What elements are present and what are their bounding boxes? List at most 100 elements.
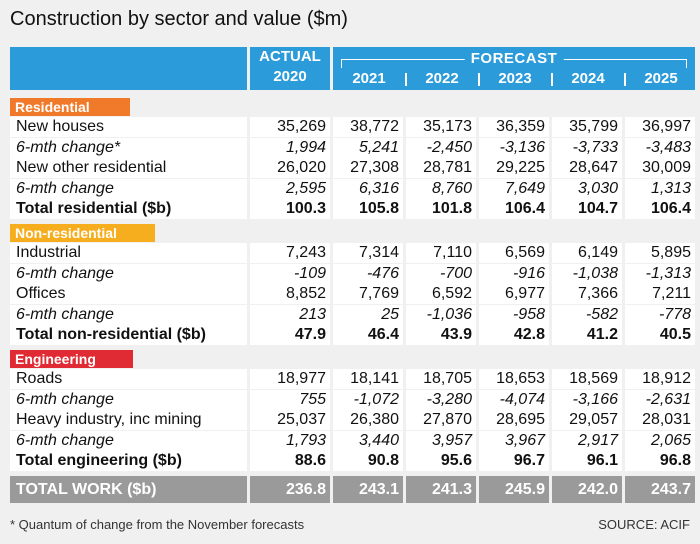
row-label-background bbox=[10, 284, 247, 304]
table-cell: 5,895 bbox=[625, 243, 695, 263]
row-label: Total non-residential ($b) bbox=[16, 326, 206, 343]
table-cell: 8,760 bbox=[406, 178, 476, 199]
table-cell: -916 bbox=[479, 263, 549, 284]
year-separator bbox=[478, 73, 480, 86]
table-cell: 213 bbox=[250, 304, 330, 325]
table-cell: 1,994 bbox=[250, 137, 330, 158]
source-note: SOURCE: ACIF bbox=[598, 517, 690, 532]
table-cell: 25,037 bbox=[250, 410, 330, 430]
total-cell: 245.9 bbox=[479, 476, 549, 503]
table-cell: 30,009 bbox=[625, 158, 695, 178]
table-cell: 7,769 bbox=[333, 284, 403, 304]
table-cell: 25 bbox=[333, 304, 403, 325]
forecast-header: FORECAST 2021 2022 2023 2024 2025 bbox=[333, 47, 695, 90]
forecast-year: 2023 bbox=[498, 70, 532, 87]
table-cell: -3,280 bbox=[406, 389, 476, 410]
forecast-year: 2024 bbox=[571, 70, 605, 87]
row-label-background bbox=[10, 325, 247, 345]
table-header: ACTUAL 2020 FORECAST 2021 2022 2023 2024… bbox=[10, 47, 695, 90]
table-row: New houses 35,269 38,772 35,173 36,359 35,799… bbox=[10, 117, 695, 137]
actual-label: ACTUAL bbox=[259, 48, 321, 65]
header-label-cell bbox=[10, 47, 247, 90]
section-tag-non-residential: Non-residential bbox=[10, 224, 155, 242]
row-label-background bbox=[10, 243, 247, 263]
table-cell: 42.8 bbox=[479, 325, 549, 345]
row-label: 6-mth change bbox=[16, 305, 114, 323]
table-cell: -109 bbox=[250, 263, 330, 284]
table-row: Roads 18,977 18,141 18,705 18,653 18,569 18,91… bbox=[10, 369, 695, 389]
table-cell: 18,653 bbox=[479, 369, 549, 389]
row-label-background bbox=[10, 178, 247, 199]
table-cell: 106.4 bbox=[479, 199, 549, 219]
actual-year: 2020 bbox=[273, 68, 307, 85]
row-label-background bbox=[10, 199, 247, 219]
table-cell: -2,631 bbox=[625, 389, 695, 410]
table-cell: -4,074 bbox=[479, 389, 549, 410]
table-row: 6-mth change 2,595 6,316 8,760 7,649 3,030 1,3… bbox=[10, 178, 695, 199]
table-cell: 26,380 bbox=[333, 410, 403, 430]
table-cell: 96.7 bbox=[479, 451, 549, 471]
table-cell: -958 bbox=[479, 304, 549, 325]
row-label: 6-mth change bbox=[16, 431, 114, 449]
total-row: TOTAL WORK ($b) 236.8 243.1 241.3 245.9 242.… bbox=[10, 476, 695, 503]
table-cell: 106.4 bbox=[625, 199, 695, 219]
footnote: * Quantum of change from the November fo… bbox=[10, 517, 305, 532]
table-cell: 7,366 bbox=[552, 284, 622, 304]
table-cell: 8,852 bbox=[250, 284, 330, 304]
table-cell: 26,020 bbox=[250, 158, 330, 178]
table-cell: 35,173 bbox=[406, 117, 476, 137]
table-row: 6-mth change 1,793 3,440 3,957 3,967 2,917 2,0… bbox=[10, 430, 695, 451]
total-cell: 241.3 bbox=[406, 476, 476, 503]
table-cell: 18,977 bbox=[250, 369, 330, 389]
row-label: Total engineering ($b) bbox=[16, 452, 182, 469]
table-cell: 43.9 bbox=[406, 325, 476, 345]
row-label: 6-mth change bbox=[16, 390, 114, 408]
row-label-background bbox=[10, 369, 247, 389]
table-cell: 27,870 bbox=[406, 410, 476, 430]
table-cell: 6,977 bbox=[479, 284, 549, 304]
table-cell: 18,141 bbox=[333, 369, 403, 389]
section-tag-engineering: Engineering bbox=[10, 350, 133, 368]
row-label-background bbox=[10, 304, 247, 325]
total-cell: 243.1 bbox=[333, 476, 403, 503]
table-cell: 29,225 bbox=[479, 158, 549, 178]
year-separator bbox=[405, 73, 407, 86]
row-label: Offices bbox=[16, 285, 66, 302]
table-cell: -3,733 bbox=[552, 137, 622, 158]
row-label-background bbox=[10, 137, 247, 158]
row-label: Roads bbox=[16, 370, 63, 387]
table-cell: 95.6 bbox=[406, 451, 476, 471]
total-cell: 236.8 bbox=[250, 476, 330, 503]
row-label: New other residential bbox=[16, 159, 167, 176]
row-label: Total residential ($b) bbox=[16, 200, 172, 217]
table-cell: 47.9 bbox=[250, 325, 330, 345]
table-cell: 1,793 bbox=[250, 430, 330, 451]
table-cell: 6,316 bbox=[333, 178, 403, 199]
table-cell: 38,772 bbox=[333, 117, 403, 137]
row-label-background bbox=[10, 263, 247, 284]
year-separator bbox=[551, 73, 553, 86]
table-cell: 40.5 bbox=[625, 325, 695, 345]
table-cell: 90.8 bbox=[333, 451, 403, 471]
table-cell: 18,912 bbox=[625, 369, 695, 389]
table-cell: 36,997 bbox=[625, 117, 695, 137]
table-cell: 35,799 bbox=[552, 117, 622, 137]
row-label-background bbox=[10, 451, 247, 471]
table-cell: 2,595 bbox=[250, 178, 330, 199]
forecast-label: FORECAST bbox=[464, 50, 564, 67]
table-cell: 96.1 bbox=[552, 451, 622, 471]
table-cell: 28,781 bbox=[406, 158, 476, 178]
table-cell: -476 bbox=[333, 263, 403, 284]
table-cell: 28,695 bbox=[479, 410, 549, 430]
row-label: New houses bbox=[16, 118, 105, 135]
table-row: 6-mth change -109 -476 -700 -916 -1,038 -1,313 bbox=[10, 263, 695, 284]
table-cell: 18,569 bbox=[552, 369, 622, 389]
table-cell: 18,705 bbox=[406, 369, 476, 389]
total-cell: 243.7 bbox=[625, 476, 695, 503]
table-cell: 1,313 bbox=[625, 178, 695, 199]
actual-header: ACTUAL 2020 bbox=[250, 47, 330, 90]
table-cell: 3,967 bbox=[479, 430, 549, 451]
table-cell: 2,917 bbox=[552, 430, 622, 451]
row-label-background bbox=[10, 117, 247, 137]
table-cell: 3,030 bbox=[552, 178, 622, 199]
